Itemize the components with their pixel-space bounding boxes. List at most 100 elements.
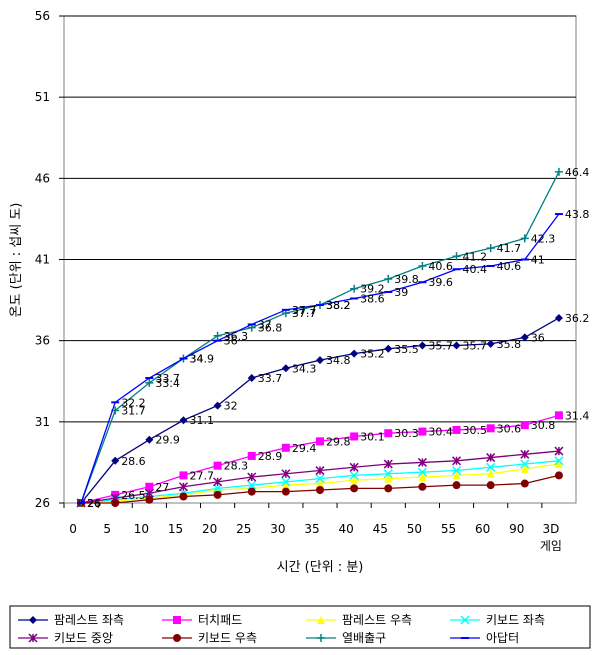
data-label: 36.3 [224,330,249,343]
marker-diamond [213,401,222,410]
series-group [76,167,564,508]
marker-plus [418,261,427,270]
marker-diamond [452,341,461,350]
marker-diamond [384,344,393,353]
marker-triangle [452,471,461,480]
marker-x [452,466,462,476]
marker-square [520,421,529,430]
marker-star [520,449,530,459]
series-8 [77,213,563,504]
data-label: 36 [531,331,545,344]
y-tick-label: 26 [35,496,50,510]
x-axis-ticks: 0 5 10 15 20 25 30 35 40 45 50 55 60 90 3D 게임 [63,503,562,553]
marker-plus [520,234,529,243]
marker-square [179,471,188,480]
y-tick-label: 31 [35,415,50,429]
data-label: 30.3 [394,427,419,440]
marker-circle [520,479,529,488]
x-tick-label: 게임 [540,539,562,553]
data-label: 32.2 [121,396,146,409]
marker-circle [173,634,181,642]
data-label: 46.4 [565,166,590,179]
data-label: 32 [224,400,238,413]
marker-plus [213,331,222,340]
marker-diamond [145,435,154,444]
marker-diamond [418,341,427,350]
data-label: 38.2 [326,299,351,312]
data-label: 26 [87,497,101,510]
marker-diamond [520,333,529,342]
data-label: 35.5 [394,343,419,356]
data-label: 30.4 [428,426,453,439]
marker-plus [486,244,495,253]
x-axis-title: 시간 (단위 : 분) [277,560,364,575]
marker-square [486,424,495,433]
marker-circle [316,486,324,495]
marker-star [247,472,257,482]
legend-label: 키보드 중앙 [54,631,113,645]
marker-plus [350,284,359,293]
marker-star [178,482,188,492]
data-label: 33.7 [155,372,180,385]
x-tick-label: 25 [236,522,251,536]
marker-x [486,462,496,472]
marker-triangle [384,474,393,483]
series-5 [76,446,564,508]
marker-circle [554,471,563,480]
x-tick-label: 55 [441,522,456,536]
marker-diamond [29,616,37,624]
legend-label: 키보드 우측 [198,631,257,645]
data-label: 31.1 [189,414,214,427]
legend-label: 열배출구 [342,631,386,645]
x-tick-label: 20 [202,522,217,536]
marker-star [383,459,393,469]
data-label: 39.8 [394,273,419,286]
marker-x [383,469,393,479]
data-label: 36.2 [565,312,590,325]
data-label: 34.8 [326,354,351,367]
marker-x [460,615,470,625]
marker-x [520,459,530,469]
data-label: 40.6 [428,260,453,273]
x-tick-label: 0 [69,522,77,536]
marker-diamond [554,313,563,322]
marker-triangle [316,479,324,488]
marker-circle [486,481,495,490]
marker-square [384,429,393,438]
data-label: 35.7 [463,340,488,353]
marker-triangle [350,476,359,485]
marker-square [173,616,181,624]
marker-star [28,633,38,643]
data-label: 26 [87,497,101,510]
marker-star [554,446,564,456]
data-label: 41.7 [497,242,521,255]
series-6 [77,471,563,507]
data-label: 39 [394,286,408,299]
y-tick-label: 41 [35,253,50,267]
data-label: 41 [531,254,545,267]
x-tick-label: 40 [338,522,353,536]
marker-circle [145,495,154,504]
marker-diamond [486,339,495,348]
marker-triangle [486,469,495,478]
data-label: 27 [155,481,169,494]
data-label: 33.7 [258,372,283,385]
marker-square [350,432,359,441]
series-1 [77,313,563,507]
marker-x [349,470,359,480]
x-tick-label: 15 [168,522,183,536]
marker-diamond [281,364,290,373]
data-label: 37.7 [292,304,317,317]
marker-triangle [418,473,427,482]
marker-x [315,474,325,484]
legend-box [9,605,591,649]
x-tick-label: 5 [103,522,111,536]
y-tick-label: 56 [35,9,50,23]
marker-x [417,467,427,477]
data-label: 35.2 [360,348,385,361]
data-label: 40.6 [497,260,521,273]
marker-square [316,437,324,446]
legend-label: 터치패드 [198,613,242,627]
marker-square [145,482,154,491]
